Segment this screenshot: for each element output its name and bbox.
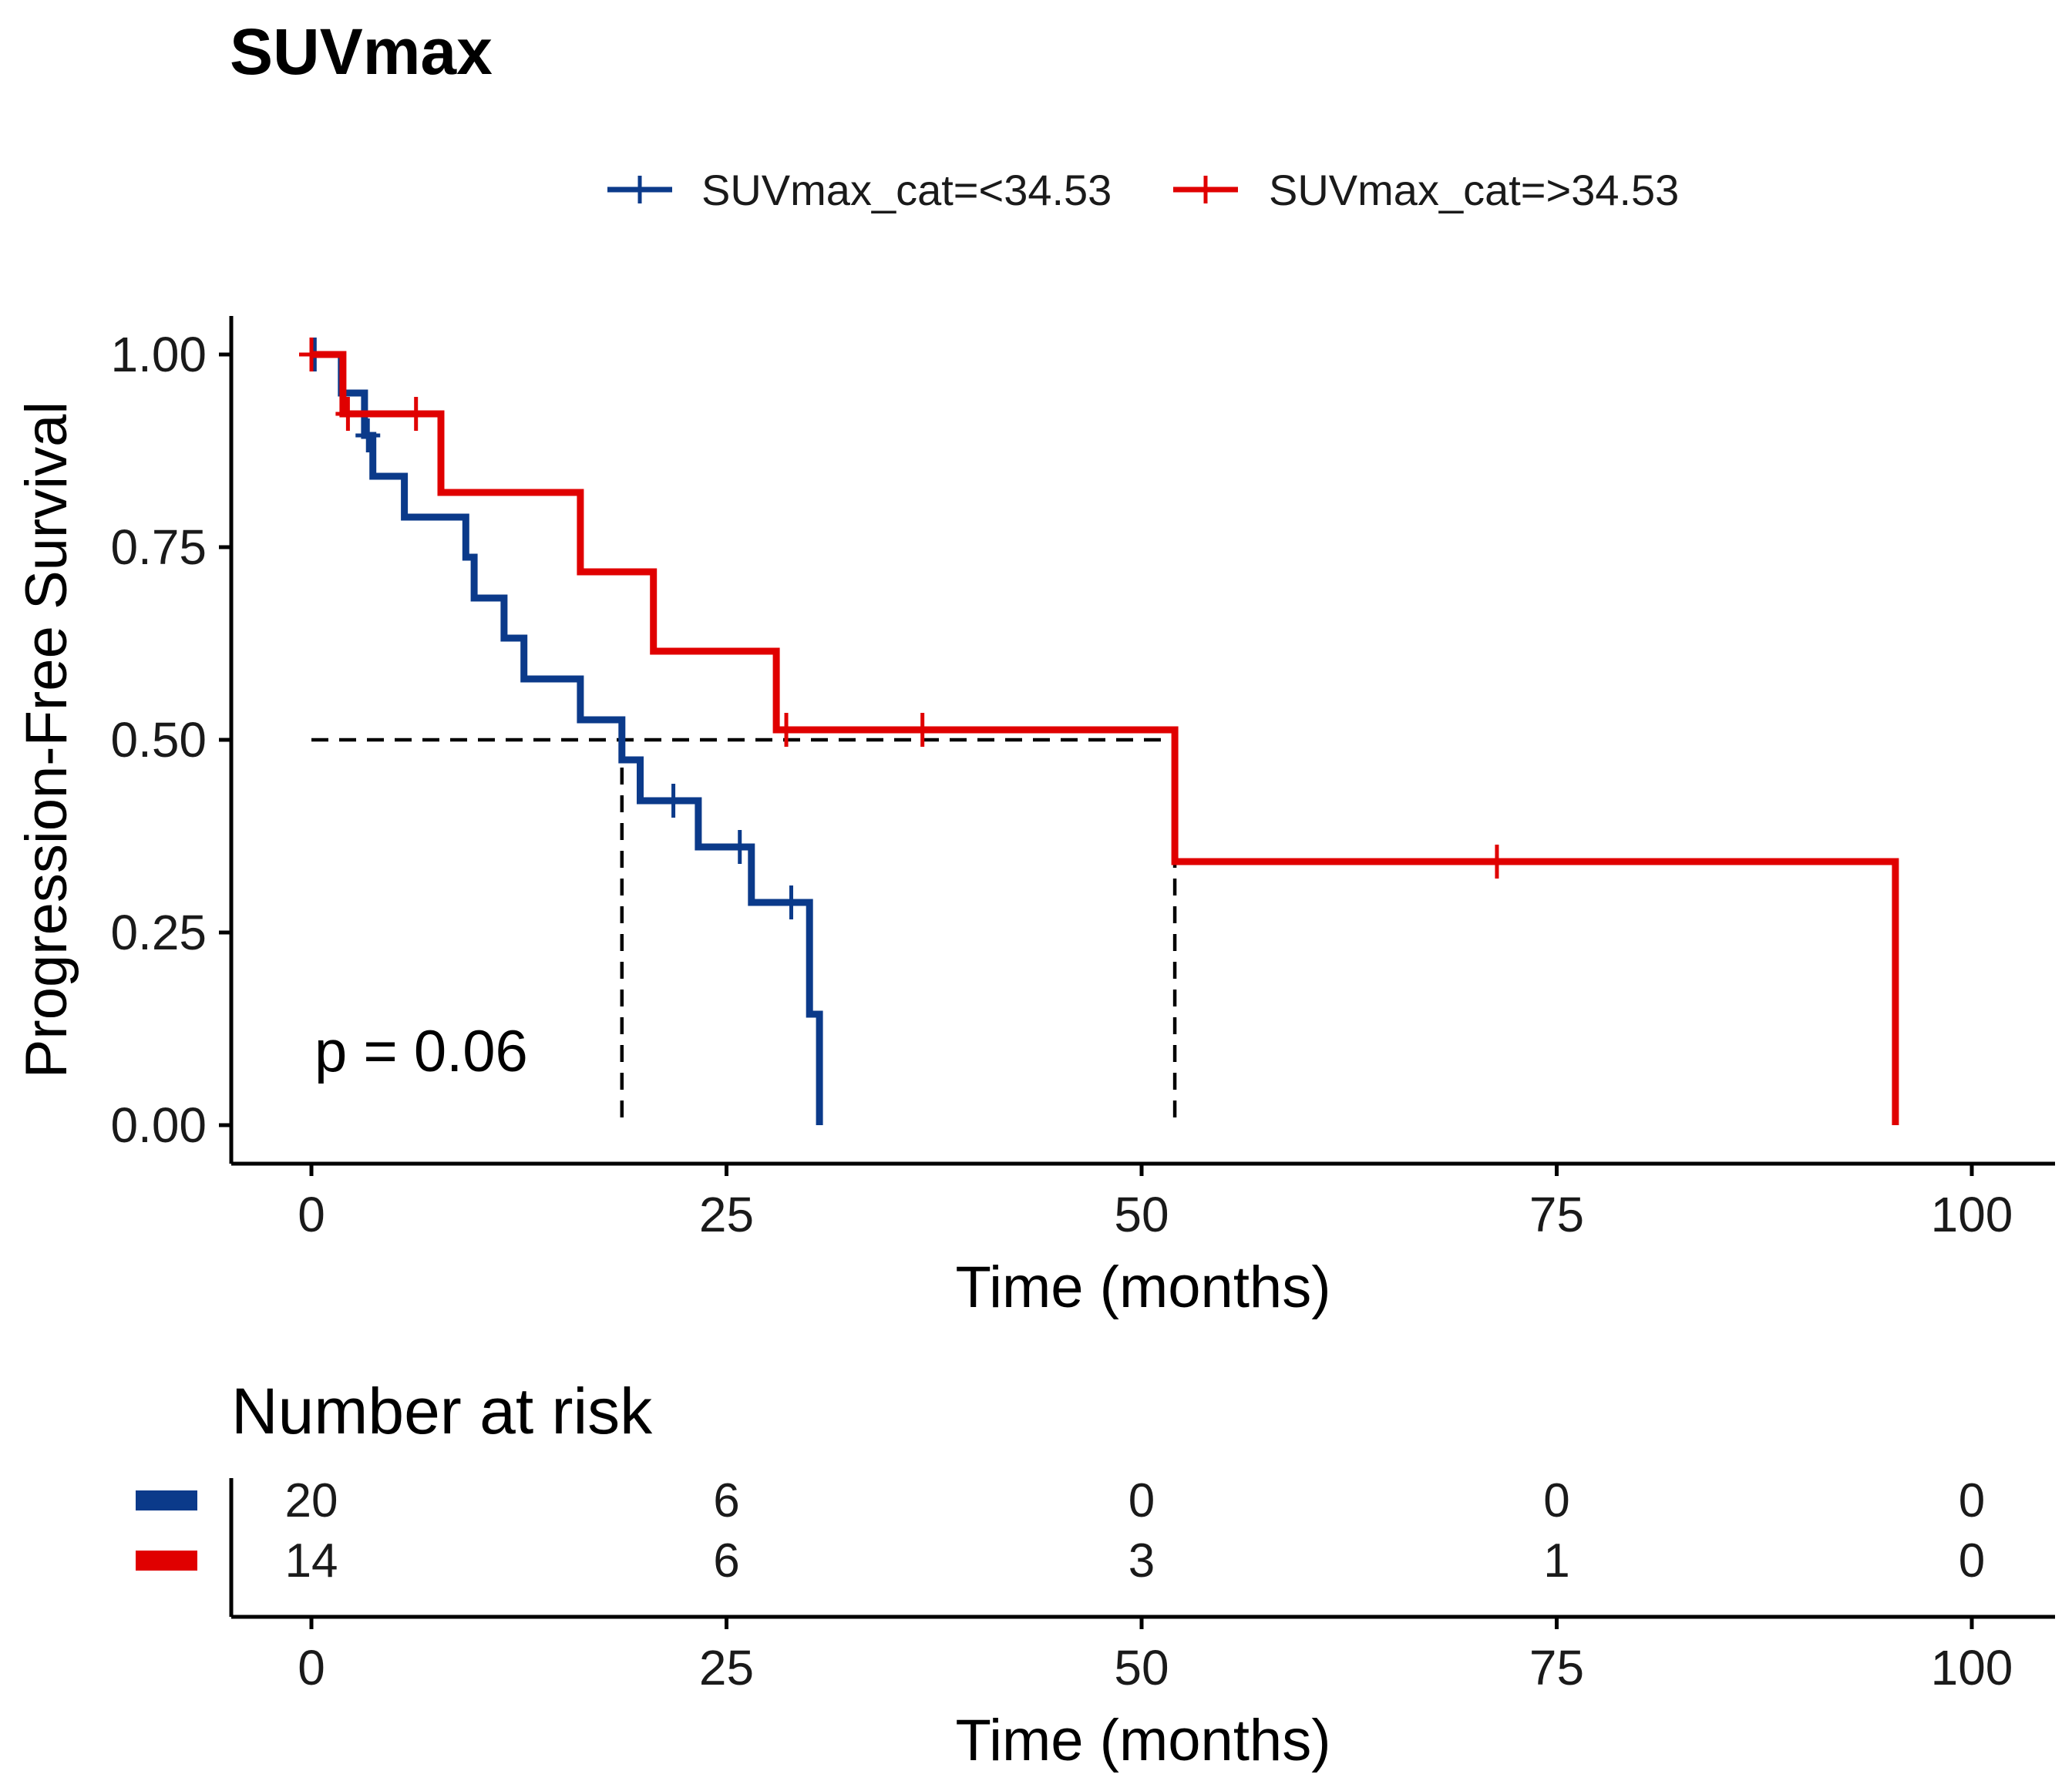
x-tick-label: 50 — [1114, 1187, 1169, 1242]
x-tick-label: 0 — [298, 1187, 325, 1242]
x-ticks: 0 25 50 75 100 — [298, 1164, 2013, 1242]
legend-label-low: SUVmax_cat=<34.53 — [701, 166, 1112, 214]
risk-count: 0 — [1959, 1534, 1985, 1588]
risk-count: 6 — [713, 1474, 739, 1527]
risk-table-rows: 20 6 0 0 0 14 6 3 1 0 — [136, 1474, 1985, 1588]
risk-count: 3 — [1128, 1534, 1155, 1588]
risk-count: 0 — [1128, 1474, 1155, 1527]
risk-x-axis-title: Time (months) — [955, 1708, 1330, 1773]
risk-row-swatch — [136, 1490, 197, 1510]
risk-count: 6 — [713, 1534, 739, 1588]
risk-x-tick-label: 50 — [1114, 1640, 1169, 1695]
risk-count: 20 — [285, 1474, 338, 1527]
y-tick-label: 1.00 — [110, 327, 207, 382]
p-value-annotation: p = 0.06 — [314, 1019, 528, 1084]
y-ticks: 0.00 0.25 0.50 0.75 1.00 — [110, 327, 231, 1153]
risk-x-tick-label: 100 — [1931, 1640, 2013, 1695]
x-axis-title: Time (months) — [955, 1255, 1330, 1320]
y-axis-title: Progression-Free Survival — [14, 402, 79, 1079]
x-tick-label: 100 — [1931, 1187, 2013, 1242]
legend-label-high: SUVmax_cat=>34.53 — [1269, 166, 1679, 214]
risk-row-swatch — [136, 1551, 197, 1571]
risk-count: 14 — [285, 1534, 338, 1588]
risk-count: 1 — [1543, 1534, 1569, 1588]
x-tick-label: 75 — [1529, 1187, 1584, 1242]
legend-item-low: SUVmax_cat=<34.53 — [607, 166, 1112, 214]
risk-count: 0 — [1543, 1474, 1569, 1527]
survival-curves — [299, 338, 1899, 1125]
chart-title: SUVmax — [230, 15, 493, 88]
risk-count: 0 — [1959, 1474, 1985, 1527]
y-tick-label: 0.75 — [110, 519, 207, 575]
risk-x-tick-label: 0 — [298, 1640, 325, 1695]
legend: SUVmax_cat=<34.53 SUVmax_cat=>34.53 — [607, 166, 1679, 214]
legend-item-high: SUVmax_cat=>34.53 — [1173, 166, 1679, 214]
risk-x-tick-label: 25 — [699, 1640, 754, 1695]
y-tick-label: 0.00 — [110, 1097, 207, 1153]
x-tick-label: 25 — [699, 1187, 754, 1242]
risk-table-title: Number at risk — [231, 1375, 653, 1447]
risk-x-tick-label: 75 — [1529, 1640, 1584, 1695]
y-tick-label: 0.50 — [110, 712, 207, 768]
y-tick-label: 0.25 — [110, 905, 207, 960]
survival-curve-high — [311, 351, 1899, 1125]
risk-x-ticks: 0 25 50 75 100 — [298, 1617, 2013, 1695]
